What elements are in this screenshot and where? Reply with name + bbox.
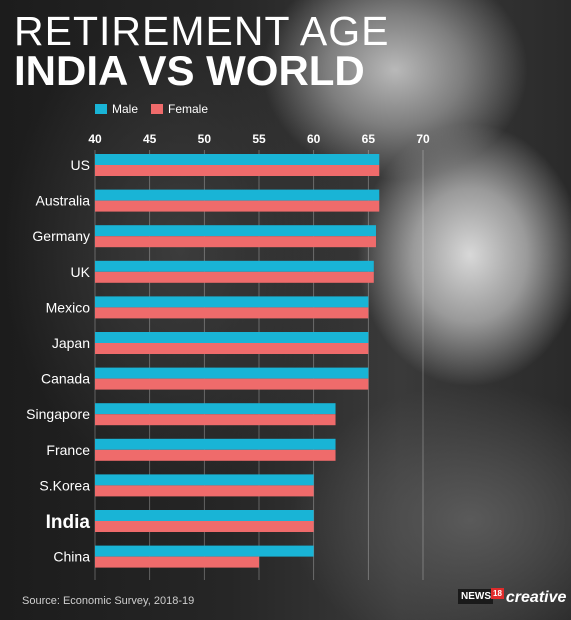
bar-male [95, 189, 380, 201]
category-label: France [46, 442, 90, 458]
bar-female [95, 378, 369, 390]
category-label: S.Korea [39, 477, 90, 493]
bar-female [95, 236, 376, 248]
bar-female [95, 165, 380, 176]
category-label: Germany [32, 228, 90, 244]
bar-female [95, 449, 336, 461]
bar-female [95, 521, 314, 532]
bar-male [95, 403, 336, 415]
brand-creative: creative [505, 589, 567, 606]
x-tick-label: 70 [416, 132, 430, 146]
bar-male [95, 545, 314, 557]
category-label: Mexico [46, 299, 91, 315]
category-label: Japan [52, 335, 90, 351]
bar-female [95, 485, 314, 497]
bar-female [95, 556, 259, 568]
bar-male [95, 154, 380, 165]
bar-male [95, 260, 374, 272]
category-label: China [53, 549, 90, 565]
x-tick-label: 55 [252, 132, 266, 146]
category-label: Singapore [26, 406, 90, 422]
bar-female [95, 271, 374, 283]
bar-male [95, 367, 369, 379]
legend-label-male: Male [112, 102, 139, 116]
x-tick-label: 60 [307, 132, 321, 146]
x-tick-label: 50 [198, 132, 212, 146]
legend-swatch-male [95, 104, 107, 114]
bar-male [95, 296, 369, 308]
bar-male [95, 474, 314, 486]
brand-logo: NEWS 18 creative [458, 588, 566, 607]
category-label: India [46, 512, 91, 533]
x-tick-label: 45 [143, 132, 157, 146]
x-tick-label: 65 [362, 132, 376, 146]
chart-title-line1: RETIREMENT AGE [14, 8, 390, 54]
bar-female [95, 200, 380, 212]
chart-title-line2: INDIA VS WORLD [14, 47, 365, 94]
bar-male [95, 510, 314, 521]
legend-label-female: Female [168, 102, 209, 116]
category-label: UK [71, 264, 91, 280]
bar-female [95, 307, 369, 319]
legend-swatch-female [151, 104, 163, 114]
legend-item-male: Male [95, 102, 138, 116]
brand-18: 18 [491, 588, 504, 599]
category-label: Canada [41, 371, 90, 387]
bar-female [95, 414, 336, 426]
category-label: Australia [36, 193, 91, 209]
source-note: Source: Economic Survey, 2018-19 [22, 595, 195, 607]
bar-male [95, 332, 369, 343]
x-tick-label: 40 [88, 132, 102, 146]
legend-item-female: Female [151, 102, 208, 116]
brand-news: NEWS [458, 589, 493, 604]
bar-male [95, 438, 336, 450]
bar-female [95, 343, 369, 354]
category-label: US [71, 157, 90, 173]
bar-male [95, 225, 376, 237]
